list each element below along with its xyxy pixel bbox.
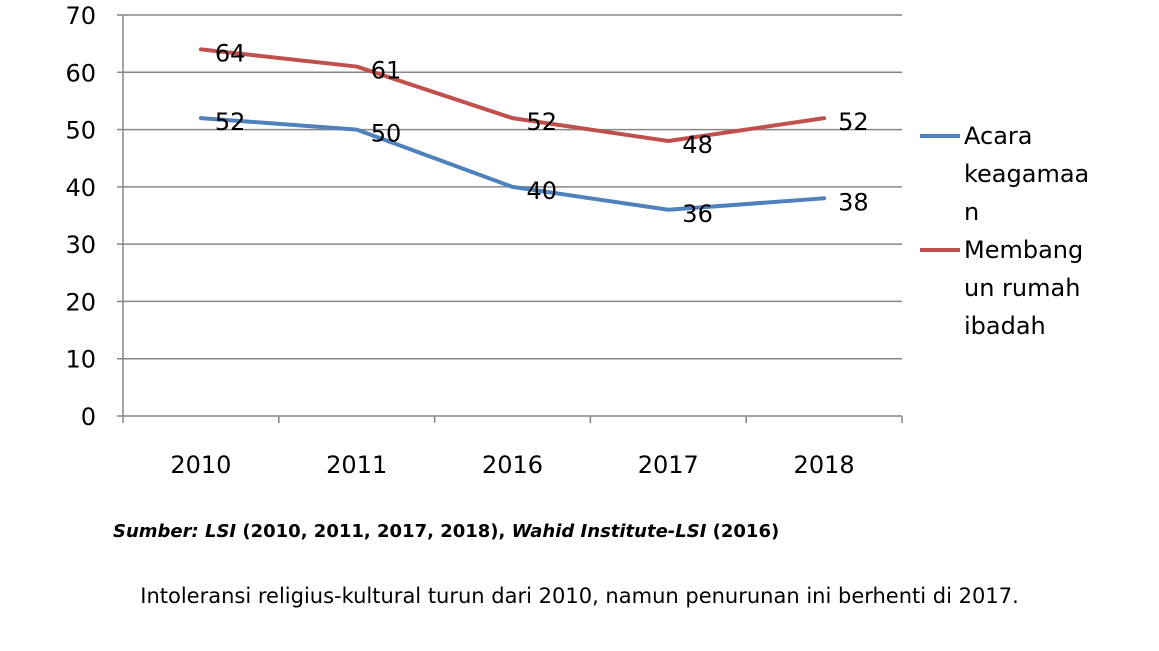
x-axis-tick-labels: 2010 2011 2016 2017 2018 (170, 451, 854, 479)
legend-label: keagamaa (964, 160, 1089, 188)
data-label: 48 (682, 131, 713, 159)
x-tick-label: 2017 (638, 451, 699, 479)
y-tick-label: 20 (65, 288, 96, 316)
data-label: 52 (838, 108, 869, 136)
source-note: Sumber: LSI (2010, 2011, 2017, 2018), Wa… (113, 521, 779, 542)
data-label: 40 (527, 177, 558, 205)
source-years-wahid: (2016) (706, 521, 780, 542)
y-tick-label: 10 (65, 346, 96, 374)
y-tick-label: 0 (81, 403, 96, 431)
source-org-wahid: Wahid Institute-LSI (511, 521, 707, 542)
data-label: 61 (371, 57, 402, 85)
y-tick-label: 40 (65, 174, 96, 202)
y-tick-label: 30 (65, 231, 96, 259)
data-labels: 52 50 40 36 38 64 61 52 48 52 (215, 39, 869, 227)
series-line (198, 47, 827, 144)
y-axis-tick-labels: 0 10 20 30 40 50 60 70 (65, 2, 96, 431)
series-line (198, 116, 827, 212)
legend-label: un rumah (964, 274, 1080, 302)
legend-label: ibadah (964, 312, 1046, 340)
source-prefix: Sumber: (113, 521, 205, 542)
x-tick-label: 2011 (326, 451, 387, 479)
data-label: 36 (682, 200, 713, 228)
data-label: 50 (371, 120, 402, 148)
y-tick-label: 50 (65, 117, 96, 145)
source-org-lsi: LSI (204, 521, 237, 542)
series-lines (198, 47, 827, 212)
legend-label: n (964, 198, 979, 226)
gridlines (123, 14, 902, 360)
data-label: 64 (215, 39, 246, 67)
data-label: 38 (838, 188, 869, 216)
source-years-lsi: (2010, 2011, 2017, 2018), (236, 521, 512, 542)
x-tick-label: 2010 (170, 451, 231, 479)
legend: Acara keagamaa n Membang un rumah ibadah (920, 122, 1089, 340)
legend-label: Acara (964, 122, 1032, 150)
x-tick-label: 2018 (794, 451, 855, 479)
data-label: 52 (215, 108, 246, 136)
y-tick-label: 70 (65, 2, 96, 30)
y-tick-label: 60 (65, 59, 96, 87)
figure-caption: Intoleransi religius-kultural turun dari… (140, 584, 1019, 608)
x-tick-label: 2016 (482, 451, 543, 479)
axes (117, 14, 903, 423)
data-label: 52 (527, 108, 558, 136)
legend-label: Membang (964, 236, 1083, 264)
